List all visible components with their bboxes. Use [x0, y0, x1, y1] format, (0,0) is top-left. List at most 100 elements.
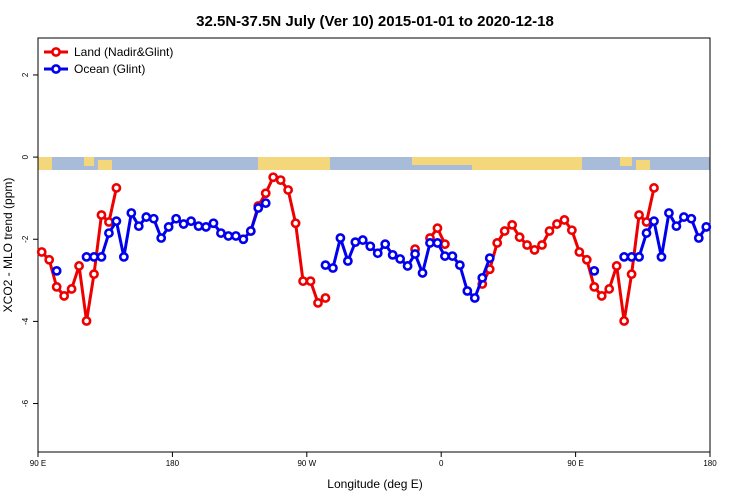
legend-label: Land (Nadir&Glint) — [74, 45, 173, 59]
data-point — [365, 241, 376, 252]
data-point — [469, 293, 480, 303]
data-point — [634, 252, 644, 262]
data-point — [477, 272, 488, 283]
data-point — [395, 254, 406, 264]
data-point — [163, 222, 174, 232]
data-point — [432, 223, 443, 234]
data-point — [148, 213, 159, 224]
data-point — [298, 276, 308, 287]
land-patch — [98, 160, 112, 170]
data-point — [81, 252, 92, 262]
data-point — [111, 183, 122, 193]
data-point — [238, 234, 249, 245]
land-patch — [38, 157, 52, 170]
data-point — [440, 251, 450, 261]
data-point — [51, 281, 62, 292]
data-point — [260, 198, 271, 209]
x-tick-label: 90 W — [297, 459, 316, 468]
data-point — [529, 245, 540, 255]
x-axis-label: Longitude (deg E) — [327, 477, 422, 491]
data-point — [454, 260, 465, 271]
data-point — [260, 188, 271, 199]
data-point — [484, 253, 495, 264]
data-point — [283, 185, 294, 195]
data-point — [290, 218, 301, 229]
data-point — [44, 254, 55, 265]
data-point — [589, 281, 600, 292]
chart-title: 32.5N-37.5N July (Ver 10) 2015-01-01 to … — [196, 13, 554, 30]
data-point — [634, 210, 644, 220]
data-point — [268, 172, 279, 183]
x-tick-label: 180 — [703, 459, 717, 468]
data-point — [96, 210, 107, 220]
data-point — [559, 215, 570, 225]
land-patch — [472, 157, 582, 170]
x-tick-label: 90 E — [567, 459, 583, 468]
y-tick-label: -6 — [21, 399, 30, 407]
data-point — [693, 233, 704, 243]
data-point — [649, 216, 659, 227]
data-point — [201, 222, 211, 232]
data-point — [342, 256, 353, 266]
data-point — [89, 252, 99, 262]
data-point — [425, 238, 435, 248]
data-point — [111, 216, 122, 227]
data-point — [320, 260, 331, 271]
data-point — [313, 298, 323, 308]
data-point — [574, 247, 585, 257]
data-point — [350, 237, 361, 248]
series-line — [40, 175, 656, 323]
data-point — [59, 291, 70, 301]
data-point — [656, 252, 667, 262]
data-point — [499, 226, 510, 236]
data-point — [440, 239, 450, 250]
data-point — [335, 233, 346, 243]
data-point — [223, 231, 234, 241]
data-point — [492, 238, 503, 248]
data-point — [596, 291, 607, 301]
data-point — [522, 240, 532, 250]
y-axis-label: XCO2 - MLO trend (ppm) — [1, 178, 15, 313]
data-point — [432, 238, 443, 248]
data-point — [208, 218, 219, 229]
data-point — [230, 231, 241, 241]
x-tick-label: 90 E — [30, 459, 46, 468]
data-point — [641, 228, 652, 238]
y-tick-label: -4 — [21, 317, 30, 325]
data-point — [51, 265, 62, 276]
data-point — [66, 284, 77, 294]
land-patch — [258, 157, 330, 170]
data-point — [380, 239, 391, 250]
y-tick-label: -2 — [21, 235, 30, 243]
data-point — [36, 247, 47, 257]
data-point — [589, 265, 600, 276]
data-point — [701, 222, 712, 232]
data-point — [305, 276, 316, 287]
plot-frame — [37, 37, 711, 453]
data-point — [104, 217, 114, 227]
data-point — [96, 252, 107, 262]
data-point — [216, 228, 226, 238]
data-point — [604, 284, 615, 294]
data-point — [253, 203, 264, 213]
data-point — [507, 219, 518, 230]
land-patch — [412, 157, 472, 165]
data-point — [664, 208, 674, 218]
data-point — [186, 216, 196, 227]
data-point — [649, 183, 659, 193]
data-point — [641, 217, 652, 227]
legend-marker — [51, 64, 61, 74]
data-point — [81, 316, 92, 326]
land-patch — [620, 157, 632, 166]
data-point — [133, 221, 144, 232]
data-point — [387, 249, 398, 260]
data-point — [141, 212, 152, 222]
data-point — [611, 261, 622, 271]
data-point — [410, 249, 420, 259]
data-point — [171, 213, 182, 224]
data-point — [514, 232, 525, 243]
land-patch — [84, 157, 94, 166]
data-point — [74, 261, 84, 271]
